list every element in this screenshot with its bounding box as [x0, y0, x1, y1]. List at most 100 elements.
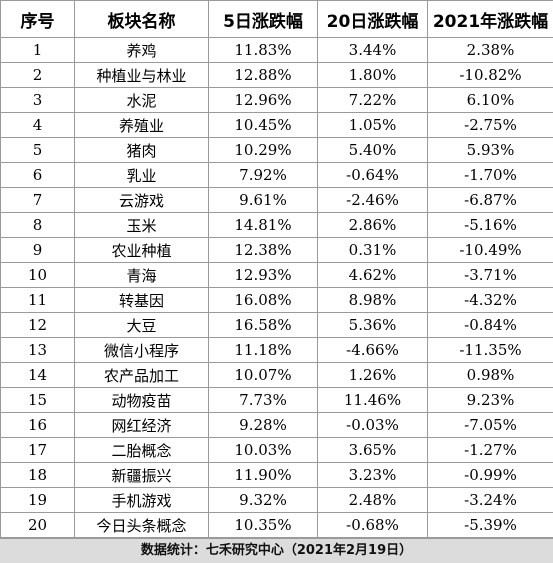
table-row: 18 新疆振兴 11.90% 3.23% -0.99% [0, 462, 553, 488]
cell-20day-change: 11.46% [317, 387, 428, 413]
cell-5day-change: 11.18% [208, 337, 318, 363]
cell-20day-change: 4.62% [317, 262, 428, 288]
cell-sector-name: 乳业 [74, 162, 209, 188]
cell-sector-name: 种植业与林业 [74, 62, 209, 88]
cell-2021-change: -0.99% [427, 462, 553, 488]
cell-2021-change: 2.38% [427, 37, 553, 63]
cell-sector-name: 农业种植 [74, 237, 209, 263]
cell-2021-change: -5.39% [427, 512, 553, 538]
table-row: 15 动物疫苗 7.73% 11.46% 9.23% [0, 387, 553, 413]
cell-20day-change: 3.23% [317, 462, 428, 488]
cell-5day-change: 16.58% [208, 312, 318, 338]
cell-5day-change: 12.38% [208, 237, 318, 263]
cell-sector-name: 养鸡 [74, 37, 209, 63]
cell-index: 19 [0, 487, 75, 513]
cell-sector-name: 手机游戏 [74, 487, 209, 513]
cell-5day-change: 7.73% [208, 387, 318, 413]
table-row: 1 养鸡 11.83% 3.44% 2.38% [0, 37, 553, 63]
cell-index: 16 [0, 412, 75, 438]
table-row: 12 大豆 16.58% 5.36% -0.84% [0, 312, 553, 338]
cell-2021-change: -3.24% [427, 487, 553, 513]
table-row: 19 手机游戏 9.32% 2.48% -3.24% [0, 487, 553, 513]
header-20day-change: 20日涨跌幅 [317, 0, 428, 38]
cell-2021-change: 0.98% [427, 362, 553, 388]
table-row: 7 云游戏 9.61% -2.46% -6.87% [0, 187, 553, 213]
cell-20day-change: 1.05% [317, 112, 428, 138]
table-row: 9 农业种植 12.38% 0.31% -10.49% [0, 237, 553, 263]
sector-performance-table: 序号 板块名称 5日涨跌幅 20日涨跌幅 2021年涨跌幅 1 养鸡 11.83% 3… [0, 0, 553, 538]
cell-5day-change: 10.03% [208, 437, 318, 463]
cell-index: 9 [0, 237, 75, 263]
cell-2021-change: -7.05% [427, 412, 553, 438]
cell-5day-change: 12.96% [208, 87, 318, 113]
cell-sector-name: 今日头条概念 [74, 512, 209, 538]
cell-2021-change: -10.49% [427, 237, 553, 263]
cell-2021-change: -1.70% [427, 162, 553, 188]
data-source-footer: 数据统计：七禾研究中心（2021年2月19日） [0, 538, 553, 563]
cell-5day-change: 12.93% [208, 262, 318, 288]
cell-sector-name: 养殖业 [74, 112, 209, 138]
cell-20day-change: 5.40% [317, 137, 428, 163]
header-row: 序号 板块名称 5日涨跌幅 20日涨跌幅 2021年涨跌幅 [0, 0, 553, 38]
cell-20day-change: 8.98% [317, 287, 428, 313]
cell-index: 13 [0, 337, 75, 363]
cell-index: 20 [0, 512, 75, 538]
cell-2021-change: -10.82% [427, 62, 553, 88]
cell-index: 12 [0, 312, 75, 338]
table-row: 8 玉米 14.81% 2.86% -5.16% [0, 212, 553, 238]
cell-20day-change: -0.68% [317, 512, 428, 538]
cell-index: 4 [0, 112, 75, 138]
cell-20day-change: 0.31% [317, 237, 428, 263]
table-row: 6 乳业 7.92% -0.64% -1.70% [0, 162, 553, 188]
cell-index: 6 [0, 162, 75, 188]
cell-index: 18 [0, 462, 75, 488]
cell-20day-change: -2.46% [317, 187, 428, 213]
table-row: 10 青海 12.93% 4.62% -3.71% [0, 262, 553, 288]
cell-index: 10 [0, 262, 75, 288]
table-row: 3 水泥 12.96% 7.22% 6.10% [0, 87, 553, 113]
cell-sector-name: 网红经济 [74, 412, 209, 438]
cell-20day-change: 1.26% [317, 362, 428, 388]
cell-5day-change: 16.08% [208, 287, 318, 313]
cell-5day-change: 7.92% [208, 162, 318, 188]
table-row: 17 二胎概念 10.03% 3.65% -1.27% [0, 437, 553, 463]
cell-5day-change: 9.28% [208, 412, 318, 438]
table-row: 5 猪肉 10.29% 5.40% 5.93% [0, 137, 553, 163]
cell-index: 7 [0, 187, 75, 213]
cell-sector-name: 动物疫苗 [74, 387, 209, 413]
cell-5day-change: 9.32% [208, 487, 318, 513]
cell-5day-change: 10.45% [208, 112, 318, 138]
cell-5day-change: 10.29% [208, 137, 318, 163]
cell-index: 8 [0, 212, 75, 238]
cell-5day-change: 14.81% [208, 212, 318, 238]
cell-sector-name: 新疆振兴 [74, 462, 209, 488]
cell-2021-change: -11.35% [427, 337, 553, 363]
cell-5day-change: 9.61% [208, 187, 318, 213]
header-5day-change: 5日涨跌幅 [208, 0, 318, 38]
cell-20day-change: 1.80% [317, 62, 428, 88]
table-row: 13 微信小程序 11.18% -4.66% -11.35% [0, 337, 553, 363]
cell-20day-change: 2.86% [317, 212, 428, 238]
table-header: 序号 板块名称 5日涨跌幅 20日涨跌幅 2021年涨跌幅 [0, 0, 553, 38]
cell-index: 3 [0, 87, 75, 113]
cell-index: 5 [0, 137, 75, 163]
cell-index: 14 [0, 362, 75, 388]
cell-5day-change: 11.90% [208, 462, 318, 488]
cell-sector-name: 水泥 [74, 87, 209, 113]
cell-2021-change: 5.93% [427, 137, 553, 163]
table-row: 16 网红经济 9.28% -0.03% -7.05% [0, 412, 553, 438]
cell-sector-name: 猪肉 [74, 137, 209, 163]
cell-20day-change: 3.44% [317, 37, 428, 63]
cell-5day-change: 11.83% [208, 37, 318, 63]
cell-5day-change: 10.07% [208, 362, 318, 388]
cell-5day-change: 12.88% [208, 62, 318, 88]
cell-20day-change: -0.64% [317, 162, 428, 188]
cell-2021-change: -6.87% [427, 187, 553, 213]
cell-sector-name: 微信小程序 [74, 337, 209, 363]
cell-sector-name: 二胎概念 [74, 437, 209, 463]
header-2021-change: 2021年涨跌幅 [427, 0, 553, 38]
cell-index: 15 [0, 387, 75, 413]
cell-20day-change: -0.03% [317, 412, 428, 438]
cell-sector-name: 大豆 [74, 312, 209, 338]
table-row: 14 农产品加工 10.07% 1.26% 0.98% [0, 362, 553, 388]
